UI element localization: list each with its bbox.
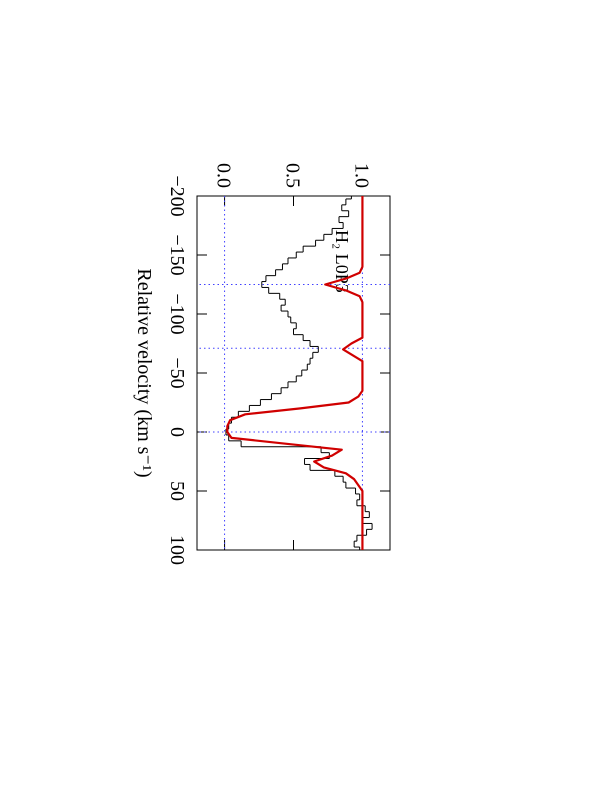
x-tick-label: 0 — [166, 427, 188, 437]
plot-frame — [196, 195, 391, 551]
x-tick-label: 100 — [166, 535, 188, 565]
y-tick-label: 1.0 — [350, 163, 372, 188]
x-tick-label: −100 — [166, 293, 188, 334]
rotated-chart: Relative velocity (km s⁻¹) H₂ L0P3 −200 −… — [133, 163, 391, 565]
annotation: H₂ L0P3 — [332, 230, 352, 293]
x-axis-title: Relative velocity (km s⁻¹) — [133, 268, 155, 477]
y-tick-label: 0.5 — [282, 163, 304, 188]
x-tick-label: −50 — [166, 357, 188, 388]
model-line — [226, 196, 364, 550]
x-tick-label: −200 — [166, 175, 188, 216]
x-tick-label: −150 — [166, 234, 188, 275]
y-tick-label: 0.0 — [213, 163, 235, 188]
x-tick-label: 50 — [166, 481, 188, 501]
